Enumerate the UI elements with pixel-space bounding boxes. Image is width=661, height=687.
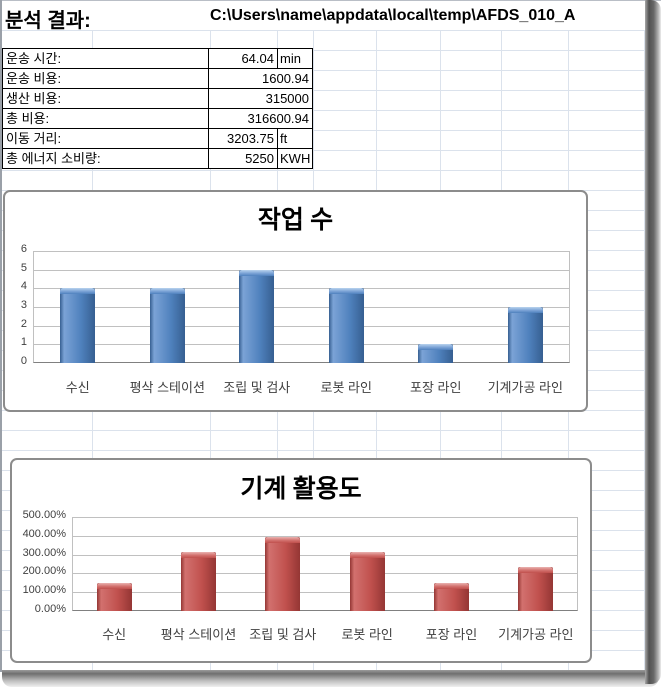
table-row[interactable]: 운송 비용: 1600.94	[3, 69, 312, 89]
bar-포장 라인	[418, 344, 453, 363]
gridline	[34, 325, 569, 327]
table-row[interactable]: 총 에너지 소비량: 5250 KWH	[3, 149, 312, 168]
x-axis-category-label: 조립 및 검사	[223, 380, 291, 395]
y-axis-tick-label: 200.00%	[22, 565, 66, 578]
chart-job-count[interactable]: 작업 수 0 1 2 3 4 5 6 수신 평삭 스테이션 조립 및 검사 로봇 라인 포장 라인 기계가…	[3, 190, 588, 412]
table-row[interactable]: 총 비용: 316600.94	[3, 109, 312, 129]
table-row[interactable]: 이동 거리: 3203.75 ft	[3, 129, 312, 149]
row-value: 5250	[245, 151, 274, 166]
bar-조립 및 검사	[239, 270, 274, 363]
bar-top-bevel	[150, 288, 185, 294]
row-label: 총 에너지 소비량:	[3, 149, 209, 168]
results-table: 운송 시간: 64.04 min 운송 비용: 1600.94 생산 비용: 3…	[2, 48, 313, 169]
x-axis-category-label: 수신	[102, 627, 127, 642]
y-axis-tick-label: 300.00%	[22, 546, 66, 559]
gridline	[73, 554, 577, 556]
bar-로봇 라인	[350, 552, 385, 611]
bar-top-bevel	[434, 583, 469, 589]
gridline	[73, 535, 577, 537]
bar-포장 라인	[434, 583, 469, 611]
chart-title: 기계 활용도	[240, 476, 362, 503]
bar-수신	[60, 288, 95, 363]
row-label: 이동 거리:	[3, 129, 209, 148]
y-axis-tick-label: 1	[20, 336, 27, 349]
row-value: 315000	[265, 91, 309, 106]
x-axis-category-label: 평삭 스테이션	[160, 627, 237, 642]
bar-top-bevel	[508, 307, 543, 313]
row-unit: KWH	[277, 149, 312, 168]
y-axis-tick-label: 4	[20, 280, 27, 293]
bar-기계가공 라인	[508, 307, 543, 363]
row-label: 운송 비용:	[3, 69, 209, 88]
gridline	[34, 269, 569, 271]
window-left-border	[0, 0, 2, 672]
gridline	[73, 573, 577, 575]
x-axis-category-label: 기계가공 라인	[498, 627, 574, 642]
bar-top-bevel	[239, 270, 274, 276]
gridline	[34, 288, 569, 290]
window-bottom-border	[2, 670, 659, 687]
bar-top-bevel	[418, 344, 453, 350]
y-axis-tick-label: 500.00%	[22, 509, 66, 521]
x-axis-category-label: 조립 및 검사	[249, 627, 317, 642]
bar-top-bevel	[265, 537, 300, 543]
x-axis-category-label: 포장 라인	[410, 380, 462, 395]
x-axis-category-label: 수신	[65, 380, 90, 395]
row-label: 운송 시간:	[3, 49, 209, 68]
x-axis-category-label: 로봇 라인	[320, 380, 372, 395]
y-axis-tick-label: 400.00%	[22, 527, 66, 540]
bar-top-bevel	[97, 583, 132, 589]
y-axis-tick-label: 2	[20, 317, 27, 330]
bar-수신	[97, 583, 132, 611]
bar-로봇 라인	[329, 288, 364, 363]
window-right-border	[645, 0, 661, 684]
report-file-path-cell[interactable]: C:\Users\name\appdata\local\temp\AFDS_01…	[210, 7, 576, 24]
chart-machine-utilization[interactable]: 기계 활용도 0.00% 100.00% 200.00% 300.00% 400.00% 5…	[10, 458, 592, 663]
plot-area	[33, 251, 570, 363]
x-axis-category-label: 포장 라인	[425, 627, 478, 642]
bar-top-bevel	[60, 288, 95, 294]
chart-title: 작업 수	[257, 207, 334, 234]
bar-조립 및 검사	[265, 537, 300, 611]
row-value: 3203.75	[227, 131, 274, 146]
x-axis-category-label: 기계가공 라인	[487, 380, 563, 395]
row-value: 64.04	[241, 51, 274, 66]
table-row[interactable]: 생산 비용: 315000	[3, 89, 312, 109]
y-axis-tick-label: 5	[20, 261, 27, 274]
bar-평삭 스테이션	[150, 288, 185, 363]
spreadsheet-area: 분석 결과: C:\Users\name\appdata\local\temp\…	[2, 1, 645, 670]
plot-area	[72, 517, 578, 611]
row-label: 생산 비용:	[3, 89, 209, 108]
gridline	[73, 592, 577, 594]
gridline	[34, 307, 569, 308]
y-axis-tick-label: 0.00%	[34, 603, 66, 615]
bar-top-bevel	[181, 552, 216, 558]
bar-기계가공 라인	[518, 567, 553, 611]
row-value: 316600.94	[247, 111, 309, 126]
table-row[interactable]: 운송 시간: 64.04 min	[3, 49, 312, 69]
report-title-cell[interactable]: 분석 결과:	[5, 10, 91, 32]
x-axis-category-label: 평삭 스테이션	[129, 380, 205, 395]
y-axis-tick-label: 0	[20, 355, 27, 367]
y-axis-tick-label: 6	[20, 243, 27, 255]
bar-top-bevel	[518, 567, 553, 573]
y-axis-tick-label: 100.00%	[22, 584, 66, 597]
row-unit: min	[277, 49, 312, 68]
x-axis-category-label: 로봇 라인	[341, 627, 393, 642]
row-value: 1600.94	[262, 71, 309, 86]
bar-top-bevel	[329, 288, 364, 294]
row-unit: ft	[277, 129, 312, 148]
window-top-border	[0, 0, 661, 1]
bar-top-bevel	[350, 552, 385, 558]
gridline	[34, 344, 569, 346]
row-label: 총 비용:	[3, 109, 209, 128]
y-axis-tick-label: 3	[20, 299, 27, 311]
bar-평삭 스테이션	[181, 552, 216, 611]
